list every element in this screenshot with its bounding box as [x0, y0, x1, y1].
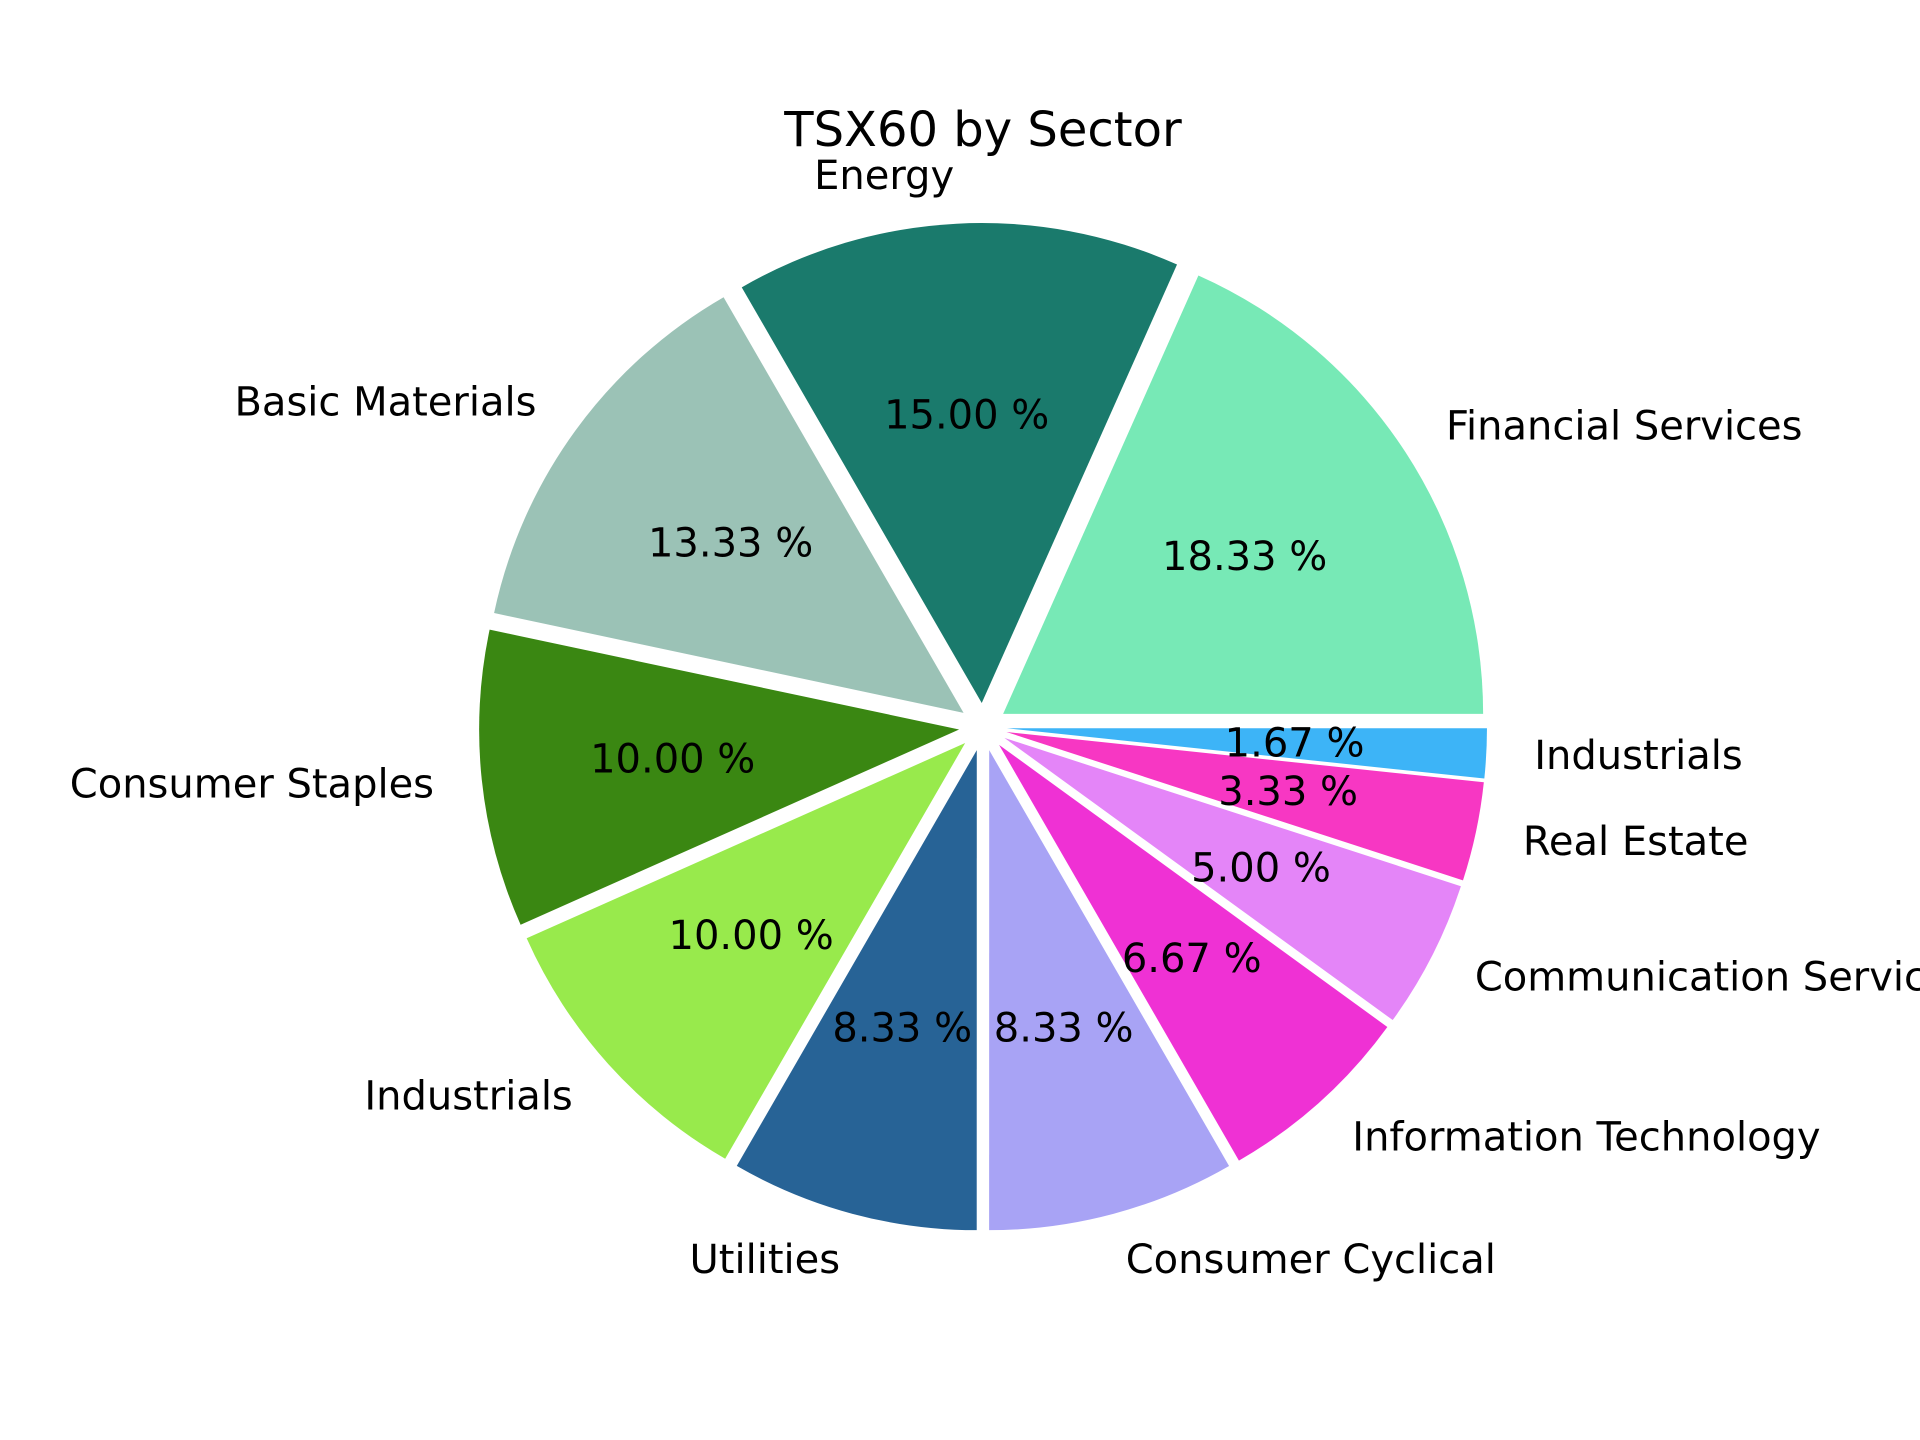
pie-percent-label: 5.00 %	[1191, 846, 1331, 892]
pie-category-label: Consumer Cyclical	[1126, 1237, 1496, 1283]
pie-category-label: Information Technology	[1352, 1114, 1820, 1160]
pie-slice	[1006, 731, 1484, 881]
pie-category-label: Basic Materials	[234, 380, 536, 426]
chart-title: TSX60 by Sector	[783, 102, 1182, 158]
pie-percent-label: 10.00 %	[669, 913, 834, 959]
pie-percent-labels: 18.33 % 15.00 % 13.33 % 10.00 % 10.00 % 8.33 …	[590, 392, 1364, 1051]
pie-slice	[494, 297, 964, 713]
pie-category-label: Consumer Staples	[70, 762, 434, 808]
pie-slice	[741, 223, 1178, 704]
pie-slice	[479, 629, 960, 925]
pie-slice	[1003, 275, 1484, 714]
pie-slices	[479, 223, 1487, 1231]
pie-percent-label: 3.33 %	[1218, 769, 1358, 815]
pie-category-label: Industrials	[364, 1073, 572, 1119]
pie-percent-label: 13.33 %	[648, 521, 813, 567]
pie-percent-label: 8.33 %	[994, 1005, 1134, 1051]
pie-category-label: Energy	[814, 153, 954, 199]
pie-percent-label: 6.67 %	[1122, 936, 1262, 982]
pie-category-label: Utilities	[690, 1237, 841, 1283]
pie-percent-label: 15.00 %	[884, 392, 1049, 438]
pie-percent-label: 8.33 %	[832, 1005, 972, 1051]
pie-category-label: Communication Services	[1475, 955, 1920, 1001]
pie-category-label: Industrials	[1534, 733, 1742, 779]
pie-category-label: Real Estate	[1523, 819, 1749, 865]
pie-slice	[1004, 737, 1461, 1021]
pie-slice	[989, 750, 1230, 1231]
pie-category-label: Financial Services	[1446, 403, 1803, 449]
pie-percent-label: 18.33 %	[1162, 534, 1327, 580]
pie-slice	[1006, 728, 1487, 779]
pie-slice	[736, 750, 977, 1231]
pie-percent-label: 10.00 %	[590, 737, 755, 783]
pie-percent-label: 1.67 %	[1225, 720, 1365, 766]
pie-slice	[526, 743, 966, 1159]
pie-category-labels: Financial Services Energy Basic Materials C…	[70, 153, 1920, 1283]
pie-slice	[999, 744, 1388, 1161]
